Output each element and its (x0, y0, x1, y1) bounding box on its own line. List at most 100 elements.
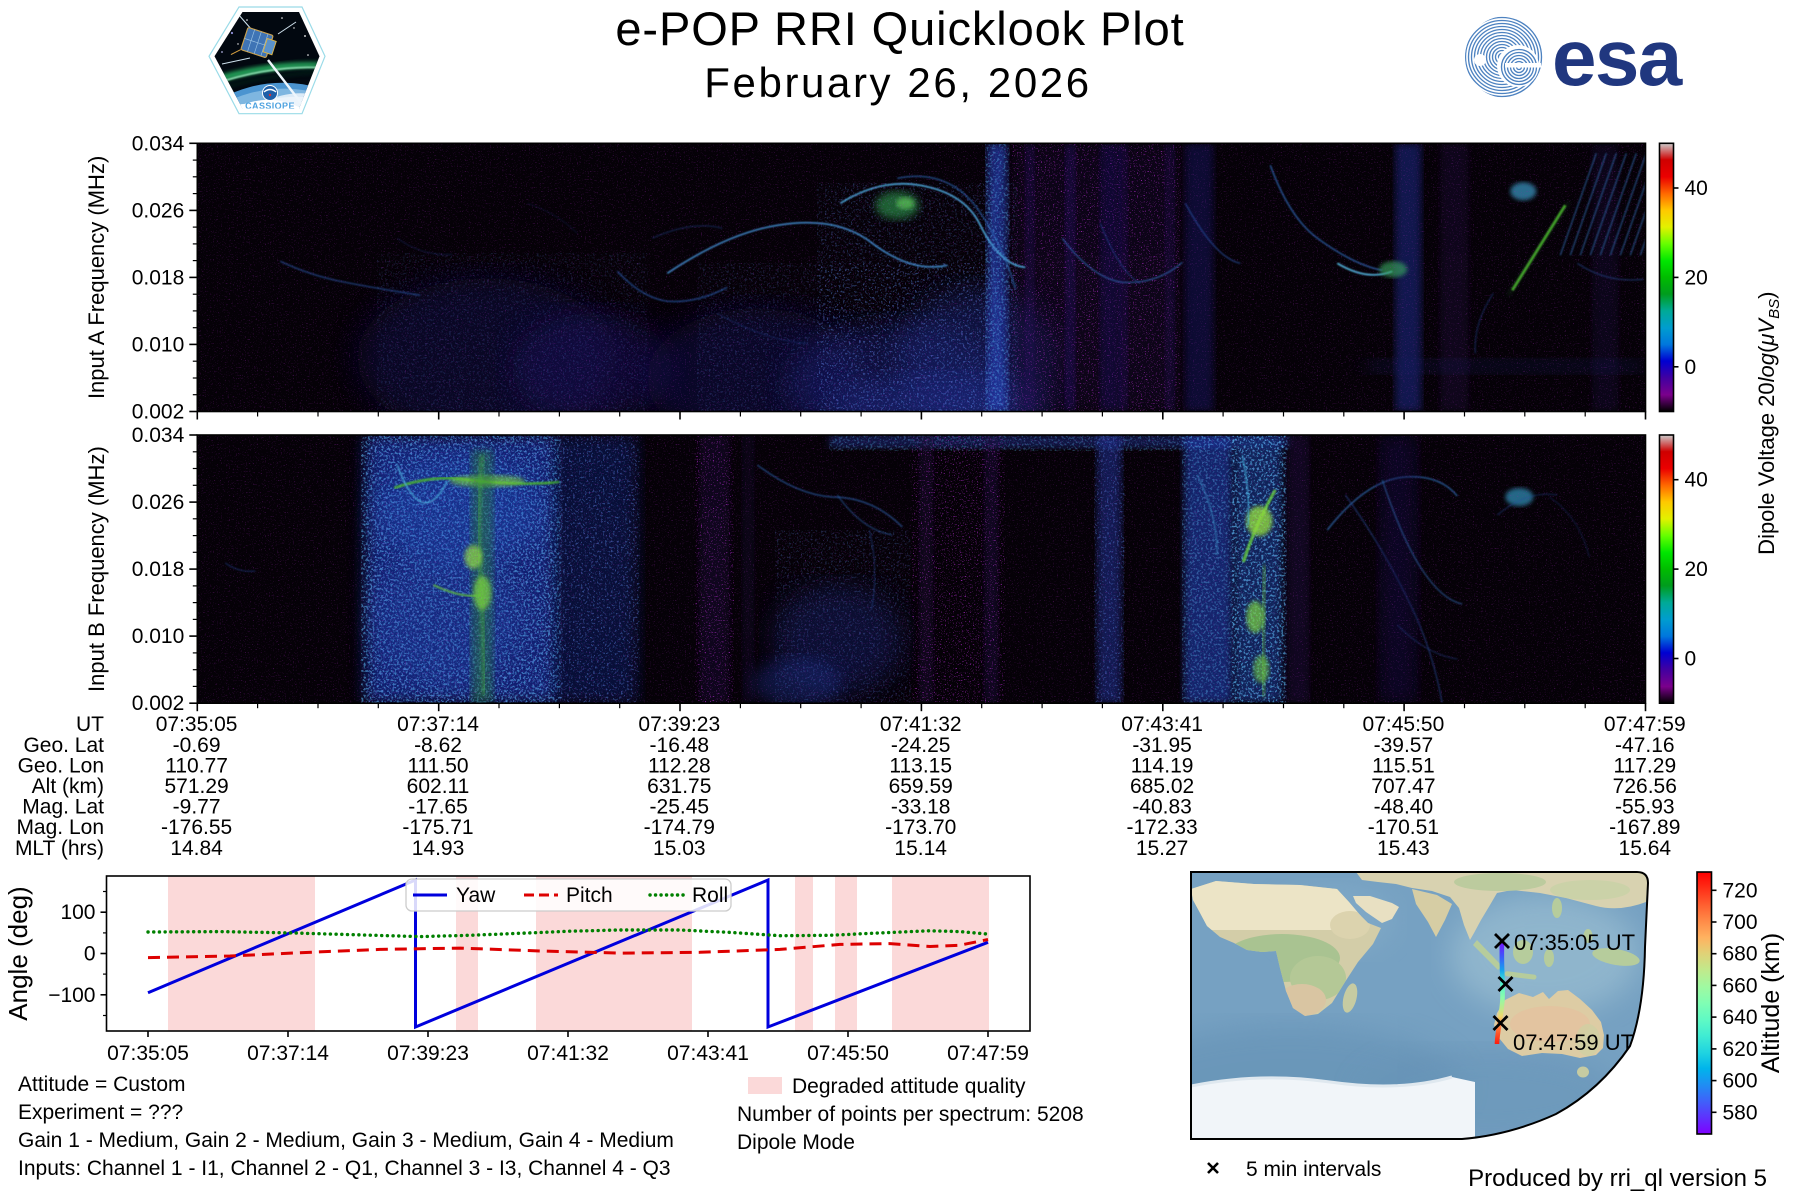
svg-text:660: 660 (1723, 974, 1758, 997)
svg-text:Geo. Lon: Geo. Lon (18, 754, 104, 777)
svg-text:15.27: 15.27 (1136, 837, 1189, 860)
svg-text:07:47:59 UT: 07:47:59 UT (1513, 1030, 1634, 1055)
svg-text:Mag. Lat: Mag. Lat (22, 796, 104, 819)
svg-text:07:41:32: 07:41:32 (880, 713, 962, 736)
svg-text:0.010: 0.010 (132, 625, 185, 648)
svg-text:07:39:23: 07:39:23 (387, 1042, 469, 1065)
svg-text:680: 680 (1723, 943, 1758, 966)
svg-text:Alt (km): Alt (km) (32, 775, 104, 798)
svg-text:0: 0 (1685, 356, 1697, 379)
svg-text:110.77: 110.77 (165, 754, 228, 777)
svg-text:Inputs: Channel 1 - I1, Channe: Inputs: Channel 1 - I1, Channel 2 - Q1, … (18, 1157, 671, 1180)
svg-text:Altitude (km): Altitude (km) (1757, 933, 1785, 1073)
svg-text:Input A Frequency (MHz): Input A Frequency (MHz) (84, 156, 109, 399)
svg-text:5 min intervals: 5 min intervals (1246, 1158, 1381, 1181)
svg-text:111.50: 111.50 (407, 754, 468, 777)
svg-text:0.026: 0.026 (132, 491, 185, 514)
svg-text:0.010: 0.010 (132, 333, 185, 356)
svg-text:07:35:05: 07:35:05 (156, 713, 238, 736)
svg-text:07:45:50: 07:45:50 (1363, 713, 1445, 736)
svg-text:580: 580 (1723, 1101, 1758, 1124)
svg-text:07:45:50: 07:45:50 (807, 1042, 889, 1065)
svg-text:February 26, 2026: February 26, 2026 (704, 59, 1091, 106)
svg-text:0.018: 0.018 (132, 558, 185, 581)
svg-text:-39.57: -39.57 (1374, 734, 1434, 757)
svg-text:115.51: 115.51 (1372, 754, 1435, 777)
svg-text:631.75: 631.75 (647, 775, 711, 798)
svg-text:esa: esa (1552, 13, 1683, 102)
svg-text:-167.89: -167.89 (1609, 816, 1680, 839)
svg-text:Input B Frequency (MHz): Input B Frequency (MHz) (84, 446, 109, 692)
svg-text:112.28: 112.28 (648, 754, 711, 777)
svg-text:-16.48: -16.48 (650, 734, 710, 757)
svg-text:659.59: 659.59 (889, 775, 953, 798)
svg-text:-40.83: -40.83 (1132, 796, 1192, 819)
svg-text:0.026: 0.026 (132, 199, 185, 222)
svg-text:Mag. Lon: Mag. Lon (16, 816, 104, 839)
svg-text:0.002: 0.002 (132, 692, 185, 715)
svg-text:114.19: 114.19 (1131, 754, 1194, 777)
svg-text:Dipole Mode: Dipole Mode (737, 1131, 855, 1154)
svg-text:Pitch: Pitch (566, 884, 613, 907)
svg-text:MLT (hrs): MLT (hrs) (15, 837, 104, 860)
svg-text:0.034: 0.034 (132, 424, 185, 447)
svg-text:15.14: 15.14 (894, 837, 947, 860)
svg-text:-170.51: -170.51 (1368, 816, 1439, 839)
svg-text:0.034: 0.034 (132, 132, 185, 155)
svg-text:40: 40 (1685, 177, 1708, 200)
svg-text:Experiment = ???: Experiment = ??? (18, 1101, 183, 1124)
svg-text:CASSIOPE: CASSIOPE (245, 101, 295, 111)
svg-text:-172.33: -172.33 (1126, 816, 1197, 839)
svg-text:-8.62: -8.62 (414, 734, 462, 757)
svg-text:-174.79: -174.79 (644, 816, 715, 839)
svg-text:700: 700 (1723, 911, 1758, 934)
svg-text:640: 640 (1723, 1006, 1758, 1029)
svg-text:15.03: 15.03 (653, 837, 706, 860)
svg-text:Produced by rri_ql version 5: Produced by rri_ql version 5 (1468, 1165, 1767, 1192)
svg-text:0.018: 0.018 (132, 266, 185, 289)
svg-text:-176.55: -176.55 (161, 816, 232, 839)
svg-text:602.11: 602.11 (407, 775, 470, 798)
svg-text:Yaw: Yaw (456, 884, 496, 907)
svg-text:620: 620 (1723, 1038, 1758, 1061)
svg-text:−100: −100 (48, 984, 95, 1007)
svg-text:-175.71: -175.71 (402, 816, 473, 839)
svg-text:07:41:32: 07:41:32 (527, 1042, 609, 1065)
svg-text:-55.93: -55.93 (1615, 796, 1675, 819)
svg-text:117.29: 117.29 (1613, 754, 1676, 777)
svg-text:685.02: 685.02 (1130, 775, 1194, 798)
svg-text:600: 600 (1723, 1070, 1758, 1093)
svg-text:07:35:05 UT: 07:35:05 UT (1514, 930, 1635, 955)
svg-text:07:35:05: 07:35:05 (107, 1042, 189, 1065)
svg-text:Geo. Lat: Geo. Lat (23, 734, 104, 757)
svg-text:Angle (deg): Angle (deg) (3, 886, 33, 1020)
svg-text:0: 0 (1685, 648, 1697, 671)
svg-text:Degraded attitude quality: Degraded attitude quality (792, 1075, 1026, 1098)
svg-text:Dipole Voltage 20log(μVBS): Dipole Voltage 20log(μVBS) (1754, 292, 1783, 555)
svg-text:Gain 1 - Medium, Gain 2 - Medi: Gain 1 - Medium, Gain 2 - Medium, Gain 3… (18, 1129, 674, 1152)
svg-text:07:43:41: 07:43:41 (1121, 713, 1203, 736)
svg-text:720: 720 (1723, 879, 1758, 902)
svg-text:-25.45: -25.45 (650, 796, 710, 819)
svg-text:100: 100 (60, 901, 95, 924)
svg-text:-17.65: -17.65 (408, 796, 468, 819)
svg-text:07:37:14: 07:37:14 (247, 1042, 329, 1065)
svg-text:-33.18: -33.18 (891, 796, 951, 819)
svg-text:0: 0 (84, 943, 96, 966)
svg-text:15.43: 15.43 (1377, 837, 1430, 860)
svg-text:Number of points per spectrum:: Number of points per spectrum: 5208 (737, 1103, 1084, 1126)
svg-text:UT: UT (76, 713, 104, 736)
svg-text:Roll: Roll (692, 884, 728, 907)
svg-text:-31.95: -31.95 (1132, 734, 1192, 757)
svg-text:40: 40 (1685, 469, 1708, 492)
svg-text:14.84: 14.84 (170, 837, 223, 860)
svg-text:07:39:23: 07:39:23 (638, 713, 720, 736)
svg-text:20: 20 (1685, 266, 1708, 289)
svg-text:e-POP RRI Quicklook Plot: e-POP RRI Quicklook Plot (615, 2, 1184, 55)
svg-text:Attitude = Custom: Attitude = Custom (18, 1073, 186, 1096)
svg-text:14.93: 14.93 (412, 837, 465, 860)
svg-text:707.47: 707.47 (1371, 775, 1435, 798)
svg-text:-24.25: -24.25 (891, 734, 951, 757)
svg-text:07:43:41: 07:43:41 (667, 1042, 749, 1065)
svg-text:-173.70: -173.70 (885, 816, 956, 839)
